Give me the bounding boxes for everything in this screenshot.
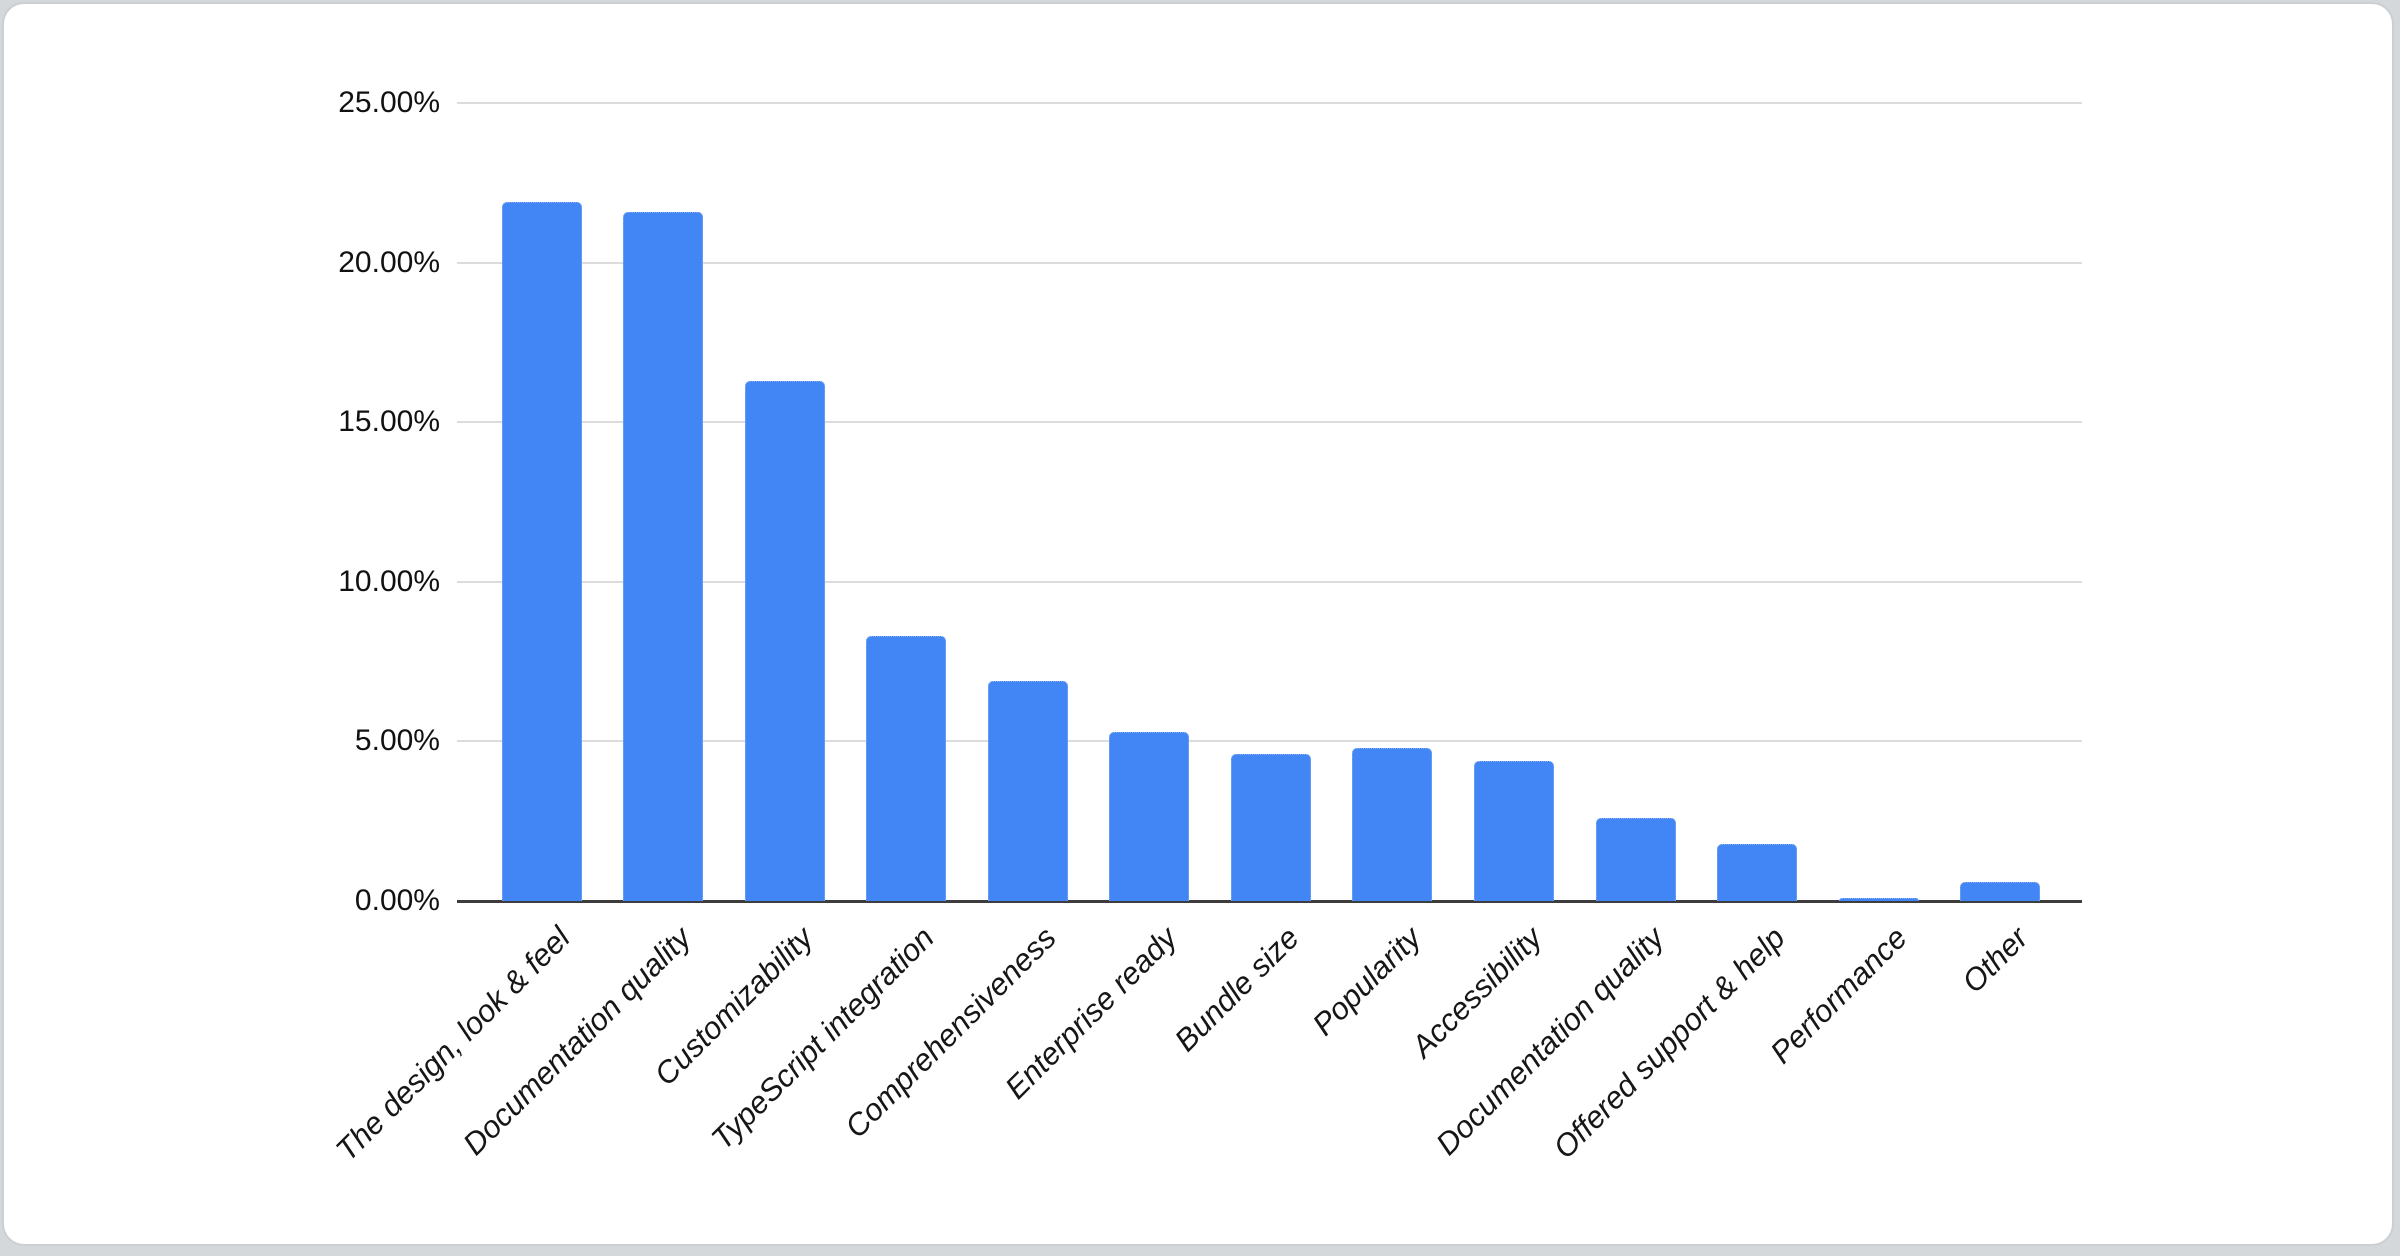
x-axis-category-label: TypeScript integration — [704, 920, 942, 1157]
y-gridline — [457, 580, 2082, 583]
plot-area — [457, 102, 2082, 903]
x-axis-category-label: Documentation quality — [456, 920, 699, 1162]
bar-the-design-look-feel[interactable] — [501, 201, 582, 901]
bar-accessibility[interactable] — [1474, 760, 1555, 901]
x-axis-category-label: Other — [1955, 920, 2035, 1000]
bar-band — [1089, 103, 1211, 901]
y-axis-tick-label: 25.00% — [338, 86, 440, 119]
x-axis-category-label: Offered support & help — [1546, 920, 1792, 1166]
bar-band — [481, 103, 603, 901]
bar-comprehensiveness[interactable] — [987, 680, 1068, 901]
bar-band — [1696, 103, 1818, 901]
bar-bundle-size[interactable] — [1230, 754, 1311, 901]
bar-band — [1332, 103, 1454, 901]
bar-offered-support-help[interactable] — [1717, 843, 1798, 901]
y-axis-tick-label: 10.00% — [338, 564, 440, 598]
x-axis-category-label: The design, look & feel — [328, 920, 577, 1168]
bars-container — [481, 103, 2061, 901]
y-axis-tick-label: 15.00% — [338, 405, 440, 439]
bar-band — [846, 103, 968, 901]
bar-band — [603, 103, 725, 901]
bar-documentation-quality[interactable] — [1595, 818, 1676, 901]
bar-band — [1210, 103, 1332, 901]
bar-band — [1575, 103, 1697, 901]
bar-band — [724, 103, 846, 901]
y-axis-tick-label: 20.00% — [338, 245, 440, 279]
x-axis-category-label: Bundle size — [1167, 920, 1306, 1059]
bar-performance[interactable] — [1838, 897, 1919, 901]
x-axis-category-label: Comprehensiveness — [838, 920, 1063, 1145]
bar-enterprise-ready[interactable] — [1109, 731, 1190, 901]
y-gridline — [457, 421, 2082, 424]
x-axis-category-label: Popularity — [1305, 920, 1428, 1043]
bar-band — [1939, 103, 2061, 901]
bar-band — [1453, 103, 1575, 901]
y-gridline — [457, 102, 2082, 104]
y-gridline — [457, 740, 2082, 743]
x-axis-category-label: Documentation quality — [1428, 920, 1671, 1162]
bar-band — [967, 103, 1089, 901]
bar-customizability[interactable] — [744, 380, 825, 901]
x-axis-baseline — [457, 899, 2082, 903]
bar-other[interactable] — [1960, 881, 2041, 901]
bar-band — [1818, 103, 1940, 901]
y-axis-tick-label: 0.00% — [354, 884, 440, 917]
y-gridline — [457, 261, 2082, 264]
y-axis-tick-label: 5.00% — [354, 724, 440, 758]
bar-chart: 0.00% 5.00% 10.00% 15.00% 20.00% 25.00% The de… — [4, 4, 2392, 1244]
bar-documentation-quality[interactable] — [623, 211, 704, 901]
bar-popularity[interactable] — [1352, 747, 1433, 901]
bar-typescript-integration[interactable] — [866, 636, 947, 901]
